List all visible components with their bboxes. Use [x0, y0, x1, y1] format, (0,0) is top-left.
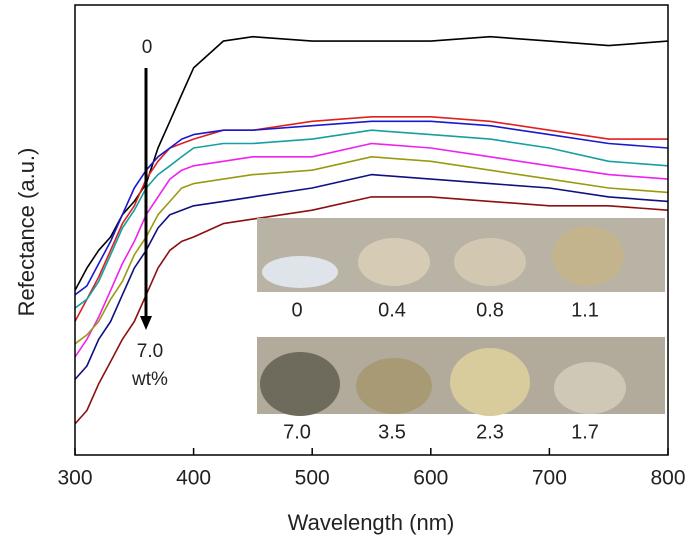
series-line [74, 196, 669, 425]
vial [552, 226, 624, 286]
arrow-end-unit: wt% [131, 369, 168, 390]
arrow [140, 68, 152, 330]
inset-label: 7.0 [283, 421, 311, 443]
x-tick-label: 800 [650, 467, 685, 490]
series-line [74, 142, 669, 358]
vial [356, 358, 432, 414]
series-line [74, 156, 669, 345]
arrow-start-label: 0 [142, 37, 153, 58]
series-line [74, 173, 669, 380]
inset-label: 0.8 [476, 299, 504, 321]
vial [260, 352, 340, 416]
vial [358, 238, 430, 286]
inset-label: 3.5 [378, 421, 406, 443]
x-tick-label: 700 [532, 467, 567, 490]
vial [454, 238, 526, 286]
series-line [74, 35, 669, 291]
arrow-head [140, 316, 152, 330]
vial [450, 348, 530, 416]
x-tick-label: 500 [295, 467, 330, 490]
inset-label: 1.7 [571, 421, 599, 443]
inset-label: 2.3 [476, 421, 504, 443]
lines [74, 35, 669, 425]
series-line [74, 129, 669, 309]
arrow-end-label: 7.0 [137, 341, 163, 362]
x-axis-title: Wavelength (nm) [288, 510, 455, 535]
y-axis-title: Refectance (a.u.) [14, 148, 39, 317]
vial [262, 256, 338, 288]
x-tick-label: 600 [413, 467, 448, 490]
inset-photos [257, 218, 665, 416]
inset-label: 0 [291, 299, 302, 321]
x-tick-label: 400 [176, 467, 211, 490]
series-line [74, 116, 668, 322]
vial [554, 362, 626, 414]
series-line [74, 120, 669, 296]
inset-label: 1.1 [571, 299, 599, 321]
plot-frame [74, 4, 669, 456]
x-tick-label: 300 [57, 467, 92, 490]
inset-label: 0.4 [378, 299, 406, 321]
